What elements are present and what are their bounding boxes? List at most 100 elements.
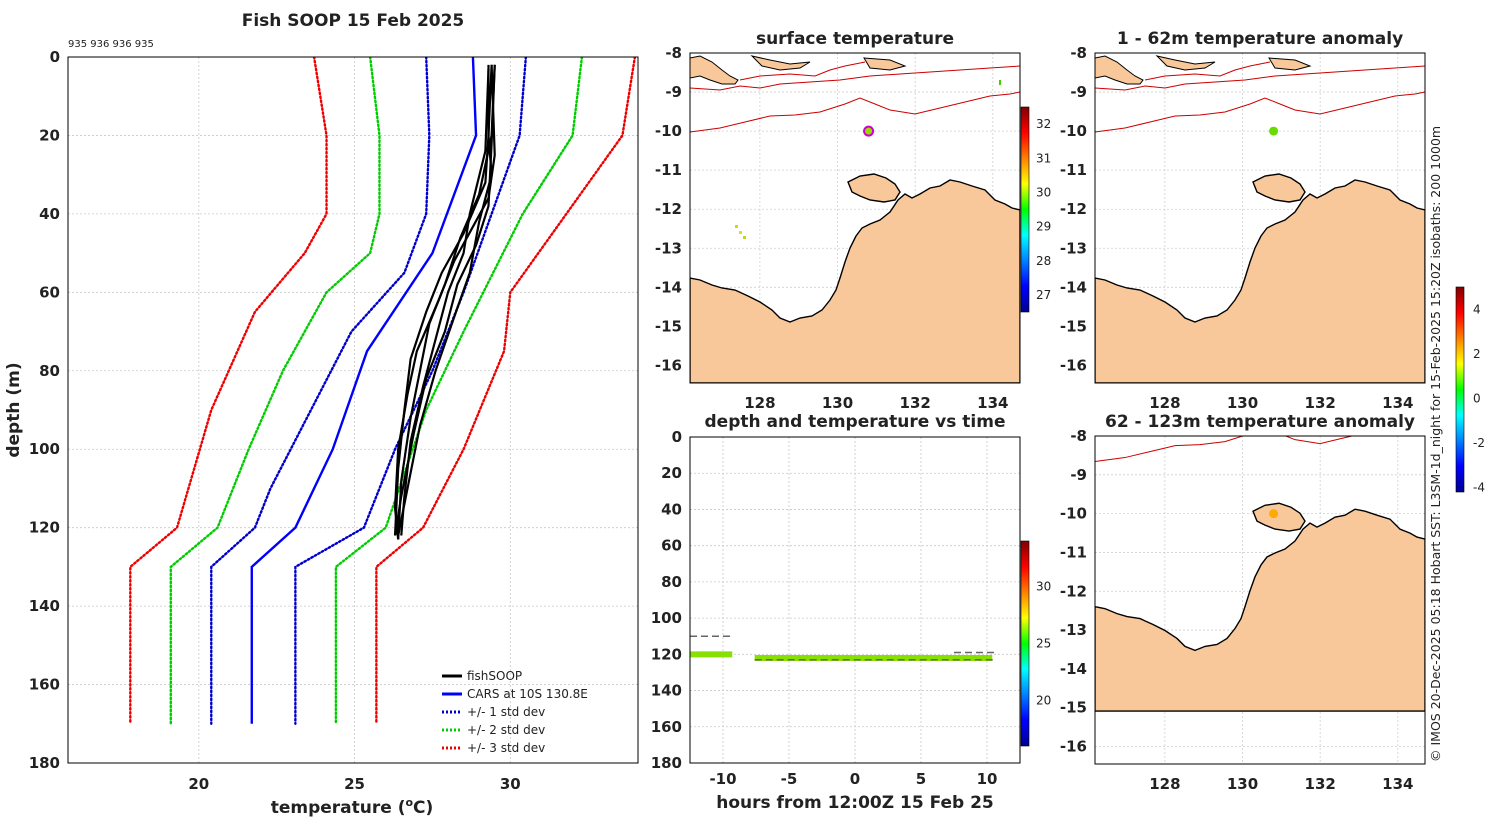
anom2-map-area — [1095, 436, 1425, 764]
profile-y-tick-label: 40 — [39, 205, 60, 223]
map-lat-label: -10 — [1060, 505, 1087, 523]
map-lat-label: -14 — [655, 278, 682, 296]
map-lat-label: -11 — [1060, 543, 1087, 561]
map-lat-label: -10 — [1060, 122, 1087, 140]
time-x-tick-label: -5 — [781, 770, 798, 788]
anom2-float-marker — [1269, 509, 1279, 519]
fishsoop-profile-4 — [393, 64, 496, 540]
profile-axes-box — [67, 56, 639, 764]
sst-colorbar-label: 30 — [1036, 185, 1051, 199]
time-colorbar-label: 30 — [1036, 580, 1051, 594]
series-line-0 — [250, 57, 478, 724]
anomaly-map-1: 1 - 62m temperature anomaly -8 -9 -10 -11 -1… — [1060, 29, 1426, 412]
map-lon-label: 130 — [822, 394, 853, 412]
map-lat-label: -14 — [1060, 660, 1087, 678]
profile-y-tick-label: 120 — [29, 519, 60, 537]
map-lat-label: -15 — [655, 317, 682, 335]
time-y-tick-label: 40 — [661, 500, 682, 518]
map-lat-label: -12 — [655, 200, 682, 218]
series-line-2 — [210, 57, 431, 725]
profile-title: Fish SOOP 15 Feb 2025 — [242, 11, 465, 31]
time-grid — [690, 436, 1020, 764]
profile-series — [129, 57, 637, 725]
map-lon-label: 134 — [1382, 775, 1413, 793]
time-x-tick-label: 0 — [850, 770, 860, 788]
sst-map-frame — [689, 52, 1021, 384]
profile-x-tick-label: 30 — [500, 775, 521, 793]
land-mass — [690, 55, 1020, 383]
sst-colorbar-label: 31 — [1036, 151, 1051, 165]
map-lat-label: -16 — [1060, 738, 1087, 756]
time-y-tick-label: 100 — [651, 609, 682, 627]
map-lat-label: -11 — [655, 161, 682, 179]
map-lat-label: -9 — [1070, 83, 1087, 101]
time-x-tick-label: 5 — [916, 770, 926, 788]
profile-chart: Fish SOOP 15 Feb 2025 935 936 936 935 20… — [4, 11, 639, 818]
series-line-4 — [169, 57, 381, 725]
series-line-1 — [294, 57, 528, 725]
anom1-land — [1095, 55, 1425, 383]
anomaly-colorbar — [1455, 286, 1465, 493]
anomaly-map-2: 62 - 123m temperature anomaly -8 -9 -10 -11… — [1060, 286, 1485, 793]
profile-legend: fishSOOP CARS at 10S 130.8E +/- 1 std de… — [442, 669, 588, 755]
time-y-tick-label: 140 — [651, 682, 682, 700]
anom1-map-frame — [1094, 52, 1426, 384]
profile-y-tick-label: 60 — [39, 283, 60, 301]
profile-y-tick-label: 0 — [50, 48, 60, 66]
m2-tick-labels: -8 -9 -10 -11 -12 -13 -14 -15 -16 128 130 132 134 — [1060, 44, 1414, 412]
time-y-tick-label: 120 — [651, 645, 682, 663]
m3-tick-labels: -8 -9 -10 -11 -12 -13 -14 -15 -16 128 130 132 134 — [1060, 427, 1414, 793]
time-colorbar — [1020, 540, 1030, 747]
map-lon-label: 130 — [1227, 394, 1258, 412]
profile-y-tick-label: 160 — [29, 676, 60, 694]
sst-map: surface temperature — [655, 29, 1051, 412]
anom2-map-frame — [1094, 435, 1426, 765]
profile-x-tick-label: 25 — [344, 775, 365, 793]
profile-y-tick-label: 100 — [29, 440, 60, 458]
map-lon-label: 128 — [744, 394, 775, 412]
map-lon-label: 132 — [900, 394, 931, 412]
side-caption: © IMOS 20-Dec-2025 05:18 Hobart SST: L3S… — [1428, 126, 1443, 762]
map-lon-label: 128 — [1149, 775, 1180, 793]
map-lat-label: -9 — [1070, 466, 1087, 484]
sst-float-marker — [863, 125, 875, 137]
time-series — [690, 437, 996, 662]
map-lat-label: -13 — [655, 239, 682, 257]
sst-colorbar — [1020, 106, 1030, 313]
map-lat-label: -10 — [655, 122, 682, 140]
series-line-6 — [129, 57, 328, 725]
time-x-tick-label: 10 — [977, 770, 998, 788]
profile-y-tick-label: 140 — [29, 597, 60, 615]
map-lat-label: -12 — [1060, 582, 1087, 600]
profile-x-ticks: 20 25 30 — [188, 775, 520, 793]
time-colorbar-ticks: 20 25 30 — [1036, 580, 1051, 708]
anomaly-colorbar-ticks: -4 -2 0 2 4 — [1473, 302, 1485, 494]
sst-colorbar-label: 32 — [1036, 117, 1051, 131]
sst-swath-dots — [735, 80, 1001, 239]
time-y-ticks: 0 20 40 60 80 100 120 140 160 180 — [651, 428, 682, 772]
map-lon-label: 132 — [1305, 394, 1336, 412]
map-lon-label: 134 — [1382, 394, 1413, 412]
map-lat-label: -13 — [1060, 621, 1087, 639]
series-line-5 — [375, 57, 637, 725]
map-lat-label: -15 — [1060, 699, 1087, 717]
isobaths — [690, 61, 1020, 133]
sst-colorbar-ticks: 27 28 29 30 31 32 — [1036, 117, 1051, 302]
time-y-tick-label: 60 — [661, 537, 682, 555]
time-colorbar-label: 25 — [1036, 637, 1051, 651]
map-lat-label: -16 — [655, 356, 682, 374]
map-lon-label: 128 — [1149, 394, 1180, 412]
time-x-tick-label: -10 — [709, 770, 736, 788]
profile-y-tick-label: 180 — [29, 754, 60, 772]
time-y-tick-label: 180 — [651, 754, 682, 772]
anomaly-colorbar-label: 2 — [1473, 347, 1481, 361]
time-colorbar-label: 20 — [1036, 693, 1051, 707]
map-lat-label: -16 — [1060, 356, 1087, 374]
anom1-float-marker — [1269, 126, 1279, 136]
sst-map-title: surface temperature — [756, 29, 954, 49]
map-lon-label: 132 — [1305, 775, 1336, 793]
profile-x-label: temperature (oC) — [271, 796, 434, 818]
profile-grid — [68, 56, 638, 764]
cast-counts: 935 936 936 935 — [68, 39, 154, 50]
time-y-tick-label: 160 — [651, 718, 682, 736]
